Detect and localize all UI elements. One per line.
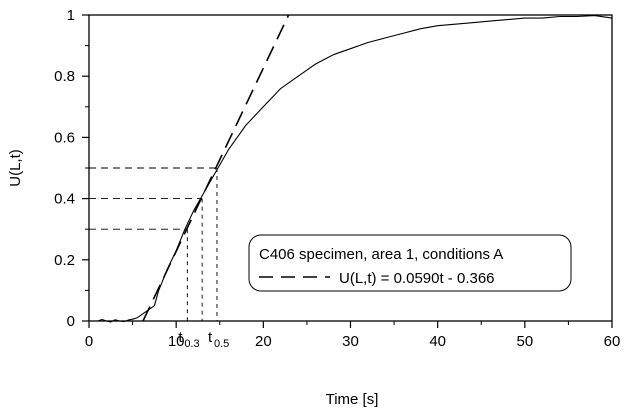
x-tick-label: 60 [604, 333, 621, 350]
annotation-layer: t 0.3 t 0.5 [178, 329, 229, 350]
legend-equation: U(L,t) = 0.0590t - 0.366 [339, 270, 495, 287]
time-marker-label: t [208, 329, 213, 346]
y-tick-label: 0.4 [54, 191, 75, 208]
x-tick-label: 40 [429, 333, 446, 350]
series-layer [93, 14, 613, 323]
x-axis-label: Time [s] [326, 391, 379, 408]
y-tick-label: 0.2 [54, 252, 75, 269]
y-tick-label: 0.6 [54, 129, 75, 146]
reference-lines [89, 167, 218, 321]
time-marker-label: t [178, 329, 183, 346]
y-tick-label: 0.8 [54, 68, 75, 85]
y-tick-label: 1 [67, 7, 75, 24]
ticks-layer: 0 10 20 30 40 50 60 0 0.2 0.4 0.6 0.8 1 [54, 7, 620, 350]
time-marker-subscript: 0.3 [184, 338, 199, 350]
legend-title: C406 specimen, area 1, conditions A [259, 246, 503, 263]
y-axis-label: U(L,t) [7, 149, 24, 187]
y-tick-label: 0 [67, 313, 75, 330]
measured-curve [93, 15, 613, 323]
legend: C406 specimen, area 1, conditions A U(L,… [248, 234, 572, 292]
x-tick-label: 30 [342, 333, 359, 350]
linear-fit-line [142, 14, 290, 322]
x-tick-label: 50 [516, 333, 533, 350]
x-tick-label: 20 [255, 333, 272, 350]
x-tick-label: 0 [85, 333, 93, 350]
x-tick-label: 10 [168, 333, 185, 350]
time-marker-subscript: 0.5 [214, 338, 229, 350]
labels-layer: Time [s] U(L,t) [7, 149, 378, 408]
